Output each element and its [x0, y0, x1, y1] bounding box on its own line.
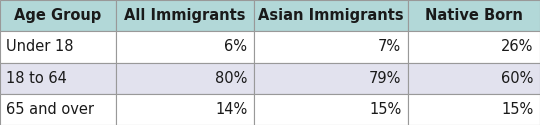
Bar — [254, 31, 408, 62]
Text: 65 and over: 65 and over — [6, 102, 94, 117]
Text: Asian Immigrants: Asian Immigrants — [258, 8, 403, 23]
Text: Age Group: Age Group — [15, 8, 102, 23]
Text: 15%: 15% — [501, 102, 534, 117]
Bar — [116, 94, 254, 125]
Bar — [0, 31, 116, 62]
Bar — [254, 62, 408, 94]
Bar — [408, 62, 540, 94]
Bar — [0, 94, 116, 125]
Bar — [254, 94, 408, 125]
Bar — [408, 0, 540, 31]
Text: 80%: 80% — [215, 71, 247, 86]
Bar — [116, 0, 254, 31]
Text: Under 18: Under 18 — [6, 39, 74, 54]
Text: 14%: 14% — [215, 102, 247, 117]
Bar — [254, 0, 408, 31]
Text: 18 to 64: 18 to 64 — [6, 71, 68, 86]
Bar — [408, 31, 540, 62]
Text: 26%: 26% — [501, 39, 534, 54]
Text: All Immigrants: All Immigrants — [124, 8, 246, 23]
Text: Native Born: Native Born — [425, 8, 523, 23]
Text: 60%: 60% — [501, 71, 534, 86]
Text: 7%: 7% — [378, 39, 401, 54]
Text: 79%: 79% — [369, 71, 401, 86]
Bar — [0, 0, 116, 31]
Text: 6%: 6% — [224, 39, 247, 54]
Text: 15%: 15% — [369, 102, 401, 117]
Bar — [116, 31, 254, 62]
Bar — [408, 94, 540, 125]
Bar — [0, 62, 116, 94]
Bar — [116, 62, 254, 94]
